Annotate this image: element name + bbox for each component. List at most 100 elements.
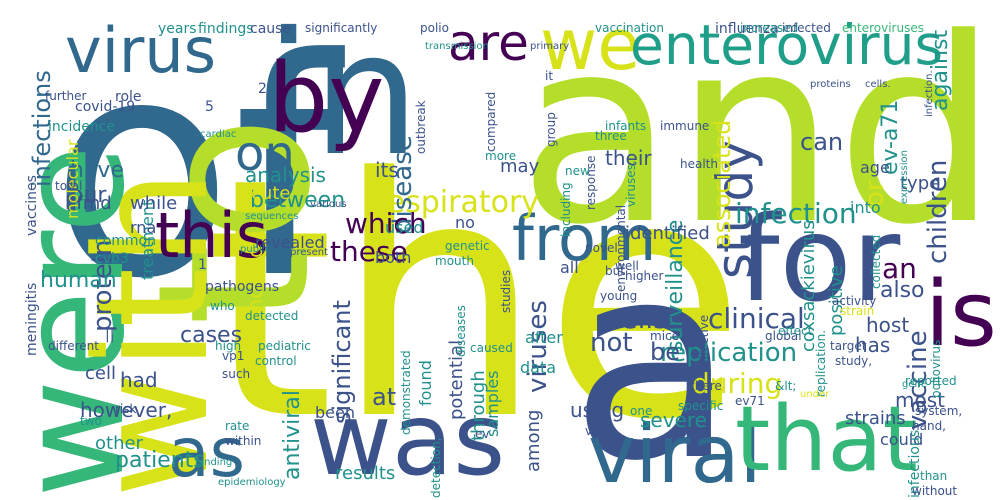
word-poliovirus: poliovirus (929, 339, 943, 398)
word-vp: vp (585, 424, 600, 438)
word-sequences: sequences (245, 211, 299, 222)
word-and: and (518, 0, 998, 281)
word-be: be (650, 338, 680, 366)
word-immune: immune (660, 119, 710, 133)
word-may: may (500, 156, 540, 177)
word-clinical: clinical (708, 302, 805, 335)
word-have: have (70, 158, 124, 183)
word-cell: cell (85, 363, 116, 384)
word-incidence: incidence (48, 119, 116, 135)
word-genetic: genetic (445, 239, 490, 253)
word-health: health (680, 157, 718, 171)
word-cardiac: cardiac (200, 129, 237, 140)
word-ev: ev (475, 427, 490, 441)
word-studies: studies (499, 269, 513, 313)
word-vp1: vp1 (222, 349, 245, 363)
word-had: had (120, 368, 158, 392)
word-has: has (855, 333, 891, 357)
word-findings: findings (198, 21, 254, 37)
word-is: is (925, 262, 997, 367)
word-of: of (50, 0, 340, 344)
word-infants: infants (605, 119, 647, 133)
word-infected: infected (782, 21, 831, 35)
word-been: been (315, 403, 355, 422)
word-virus: virus (65, 14, 217, 87)
word-effective: effective (697, 314, 711, 367)
word-primary: primary (530, 41, 570, 52)
word-patients: patients (115, 448, 205, 473)
word-cause: cause (250, 21, 292, 37)
word-within: within (225, 434, 262, 448)
word-group: group (544, 112, 558, 147)
word-high: high (215, 339, 242, 353)
word-it: it (545, 69, 554, 83)
word-using: using (570, 398, 625, 422)
word-transmission: transmission (425, 41, 489, 52)
word-replication: replication (660, 338, 798, 368)
word-enteroviruses: enteroviruses (842, 21, 924, 35)
word-there: there (690, 379, 722, 393)
word-no: no (455, 213, 475, 232)
word-system: system, (915, 404, 963, 418)
word-present: present (290, 247, 329, 258)
word-expression: expression (899, 150, 910, 204)
word-hand: hand, (912, 419, 946, 433)
word-risk: risk (115, 402, 137, 416)
word-are: are (448, 14, 529, 72)
word-an: an (882, 252, 917, 285)
word-replication: replication. (814, 329, 828, 397)
word-lt: &lt; (775, 379, 797, 393)
word-by: by (268, 44, 385, 154)
word-epidemiology: epidemiology (218, 477, 286, 488)
word-who: who (210, 299, 235, 313)
word-rna: rna (130, 218, 157, 237)
word-polio: polio (420, 21, 449, 35)
word-cells: cells. (865, 79, 891, 90)
word-however: however, (80, 398, 173, 422)
word-results: results (335, 463, 396, 484)
word-including: including (559, 182, 573, 237)
word-detection: detection, (429, 437, 443, 499)
word-strains: strains (845, 408, 906, 429)
word-three: three (595, 129, 627, 143)
word-than: than (920, 469, 948, 483)
word-antiviral: antiviral (280, 390, 305, 480)
word-between: between (250, 188, 346, 213)
word-viruses: viruses, (624, 160, 638, 207)
word-type: type (900, 173, 941, 194)
word-two: two (80, 414, 102, 428)
word-significantly: significantly (305, 21, 378, 35)
word-as: as (168, 414, 246, 493)
word-both: both (375, 248, 412, 267)
word-control: control (255, 354, 297, 368)
word-acute: acute (240, 183, 291, 204)
word-our: our (70, 183, 107, 208)
word-this: this (155, 199, 269, 272)
word-human: human (40, 268, 117, 293)
word-more: more (485, 149, 517, 163)
word-but: but (605, 264, 625, 278)
word-its: its (375, 158, 399, 182)
word-data: data (520, 358, 557, 377)
word-after: after (525, 328, 563, 347)
word-pediatric: pediatric (258, 339, 311, 353)
word-study: study, (835, 354, 873, 368)
word-infection: infection (735, 197, 857, 230)
word-identified: identified (625, 223, 710, 244)
word-under: under (800, 389, 830, 400)
word-other: other (95, 433, 143, 454)
word-was: was (310, 381, 506, 498)
word-not: not (590, 328, 633, 358)
word-these: these (330, 235, 408, 268)
word-enterovirus: enterovirus (630, 13, 944, 77)
word-proteins: proteins (810, 79, 851, 90)
word-viral: viral (588, 408, 762, 500)
word-we: we (540, 4, 641, 86)
word-in: in (265, 0, 420, 194)
word-their: their (605, 146, 652, 170)
word-new: new (565, 164, 590, 178)
word-into: into (850, 198, 881, 217)
word-common: common (95, 233, 156, 249)
word-hfmd: hfmd (65, 193, 112, 214)
word-during: during (692, 367, 783, 400)
